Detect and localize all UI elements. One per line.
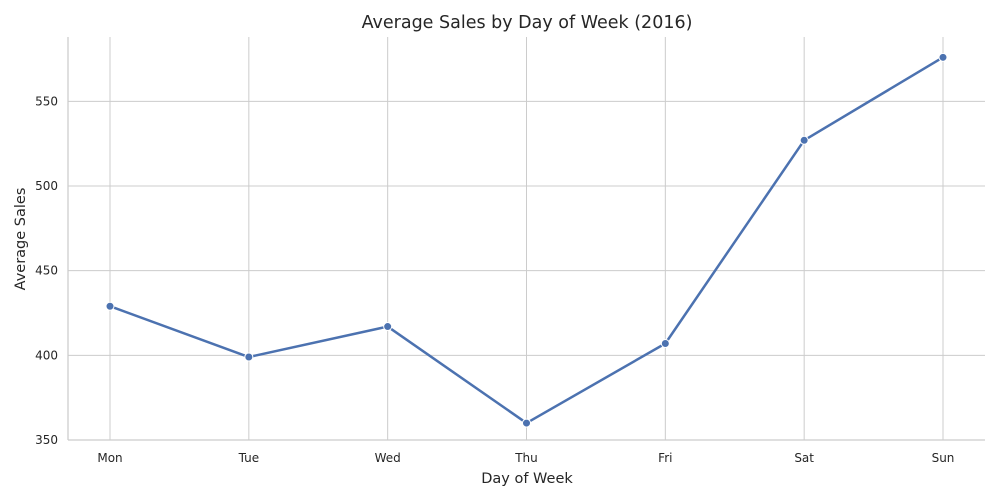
series [105,52,948,428]
y-tick-label: 450 [35,264,58,278]
chart-title: Average Sales by Day of Week (2016) [362,13,693,33]
x-tick-label: Wed [375,451,401,465]
x-axis-title: Day of Week [481,471,573,487]
y-axis-title: Average Sales [13,188,29,291]
y-tick-label: 400 [35,348,58,362]
data-point [799,135,809,145]
y-tick-label: 500 [35,179,58,193]
data-point [938,52,948,62]
x-tick-label: Sat [794,451,814,465]
data-point [522,418,531,428]
data-point [105,301,115,311]
grid [68,37,985,441]
data-point [383,322,393,332]
x-tick-label: Fri [658,451,672,465]
x-tick-label: Tue [238,451,260,465]
data-point [660,338,670,348]
y-tick-label: 350 [35,433,58,447]
x-tick-label: Sun [932,451,955,465]
axes: Mon Tue Wed Thu Fri Sat Sun 350 400 450 500 550 [35,37,985,465]
data-point [244,352,254,362]
x-tick-label: Thu [514,451,538,465]
x-tick-label: Mon [97,451,122,465]
y-tick-label: 550 [35,94,58,108]
